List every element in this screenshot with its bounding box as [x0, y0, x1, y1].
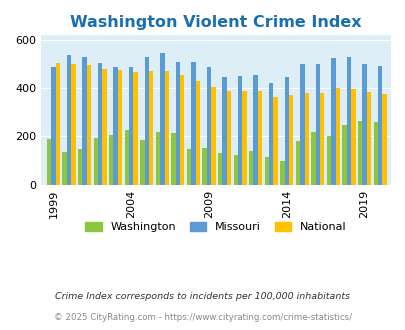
Bar [288, 95, 292, 185]
Bar [98, 63, 102, 185]
Bar [269, 83, 273, 185]
Text: © 2025 CityRating.com - https://www.cityrating.com/crime-statistics/: © 2025 CityRating.com - https://www.city… [54, 313, 351, 322]
Bar [113, 67, 117, 185]
Bar [233, 154, 237, 185]
Bar [222, 77, 226, 185]
Bar [82, 57, 87, 185]
Bar [326, 136, 330, 185]
Bar [284, 77, 288, 185]
Bar [71, 64, 75, 185]
Bar [330, 58, 335, 185]
Bar [144, 57, 149, 185]
Bar [171, 133, 175, 185]
Bar [299, 64, 304, 185]
Bar [156, 132, 160, 185]
Bar [295, 141, 299, 185]
Bar [62, 152, 67, 185]
Bar [164, 71, 168, 185]
Bar [273, 97, 277, 185]
Bar [55, 63, 60, 185]
Bar [249, 151, 253, 185]
Bar [191, 62, 195, 185]
Bar [342, 125, 346, 185]
Bar [315, 64, 319, 185]
Bar [102, 69, 107, 185]
Bar [206, 67, 211, 185]
Title: Washington Violent Crime Index: Washington Violent Crime Index [70, 15, 361, 30]
Bar [47, 139, 51, 185]
Bar [279, 161, 284, 185]
Bar [242, 91, 246, 185]
Bar [335, 88, 339, 185]
Bar [140, 140, 144, 185]
Text: Crime Index corresponds to incidents per 100,000 inhabitants: Crime Index corresponds to incidents per… [55, 292, 350, 301]
Bar [373, 122, 377, 185]
Bar [109, 135, 113, 185]
Bar [319, 93, 324, 185]
Bar [253, 75, 257, 185]
Bar [179, 75, 184, 185]
Bar [377, 66, 382, 185]
Bar [93, 138, 98, 185]
Bar [304, 93, 308, 185]
Bar [133, 72, 137, 185]
Bar [195, 81, 200, 185]
Bar [217, 153, 222, 185]
Bar [264, 157, 269, 185]
Legend: Washington, Missouri, National: Washington, Missouri, National [81, 217, 350, 237]
Bar [160, 53, 164, 185]
Bar [78, 148, 82, 185]
Bar [149, 71, 153, 185]
Bar [51, 67, 55, 185]
Bar [311, 132, 315, 185]
Bar [129, 67, 133, 185]
Bar [362, 63, 366, 185]
Bar [202, 148, 206, 185]
Bar [175, 62, 179, 185]
Bar [211, 87, 215, 185]
Bar [382, 94, 386, 185]
Bar [87, 65, 91, 185]
Bar [117, 71, 122, 185]
Bar [226, 91, 230, 185]
Bar [237, 76, 242, 185]
Bar [67, 54, 71, 185]
Bar [350, 89, 355, 185]
Bar [186, 149, 191, 185]
Bar [357, 121, 362, 185]
Bar [124, 130, 129, 185]
Bar [346, 57, 350, 185]
Bar [257, 91, 262, 185]
Bar [366, 92, 370, 185]
